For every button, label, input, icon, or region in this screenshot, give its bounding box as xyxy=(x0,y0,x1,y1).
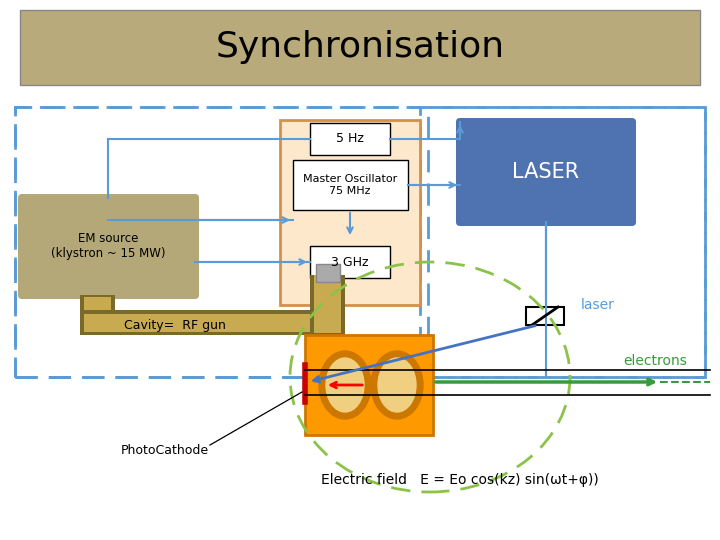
Ellipse shape xyxy=(319,351,371,419)
Ellipse shape xyxy=(378,358,416,412)
Ellipse shape xyxy=(371,351,423,419)
Text: Master Oscillator
75 MHz: Master Oscillator 75 MHz xyxy=(303,174,397,196)
FancyBboxPatch shape xyxy=(310,246,390,278)
Text: Electric field   E = Eo cos(kz) sin(ωt+φ)): Electric field E = Eo cos(kz) sin(ωt+φ)) xyxy=(321,473,599,487)
FancyBboxPatch shape xyxy=(314,275,341,333)
Text: 3 GHz: 3 GHz xyxy=(331,255,369,268)
FancyBboxPatch shape xyxy=(310,275,345,335)
FancyBboxPatch shape xyxy=(305,335,433,435)
FancyBboxPatch shape xyxy=(456,118,636,226)
FancyBboxPatch shape xyxy=(293,160,408,210)
FancyBboxPatch shape xyxy=(18,194,199,299)
FancyBboxPatch shape xyxy=(20,10,700,85)
Text: PhotoCathode: PhotoCathode xyxy=(121,443,209,456)
FancyBboxPatch shape xyxy=(280,120,420,305)
FancyBboxPatch shape xyxy=(80,310,340,335)
FancyBboxPatch shape xyxy=(310,123,390,155)
Text: Synchronisation: Synchronisation xyxy=(215,30,505,64)
FancyBboxPatch shape xyxy=(526,307,564,325)
Text: electrons: electrons xyxy=(623,354,687,368)
Text: LASER: LASER xyxy=(513,162,580,182)
Ellipse shape xyxy=(326,358,364,412)
FancyBboxPatch shape xyxy=(80,295,115,335)
Text: EM source
(klystron ~ 15 MW): EM source (klystron ~ 15 MW) xyxy=(50,232,166,260)
FancyBboxPatch shape xyxy=(84,314,339,332)
Text: 5 Hz: 5 Hz xyxy=(336,132,364,145)
FancyBboxPatch shape xyxy=(316,264,340,282)
FancyBboxPatch shape xyxy=(84,297,111,333)
Text: Cavity=  RF gun: Cavity= RF gun xyxy=(124,319,226,332)
Text: laser: laser xyxy=(581,298,615,312)
